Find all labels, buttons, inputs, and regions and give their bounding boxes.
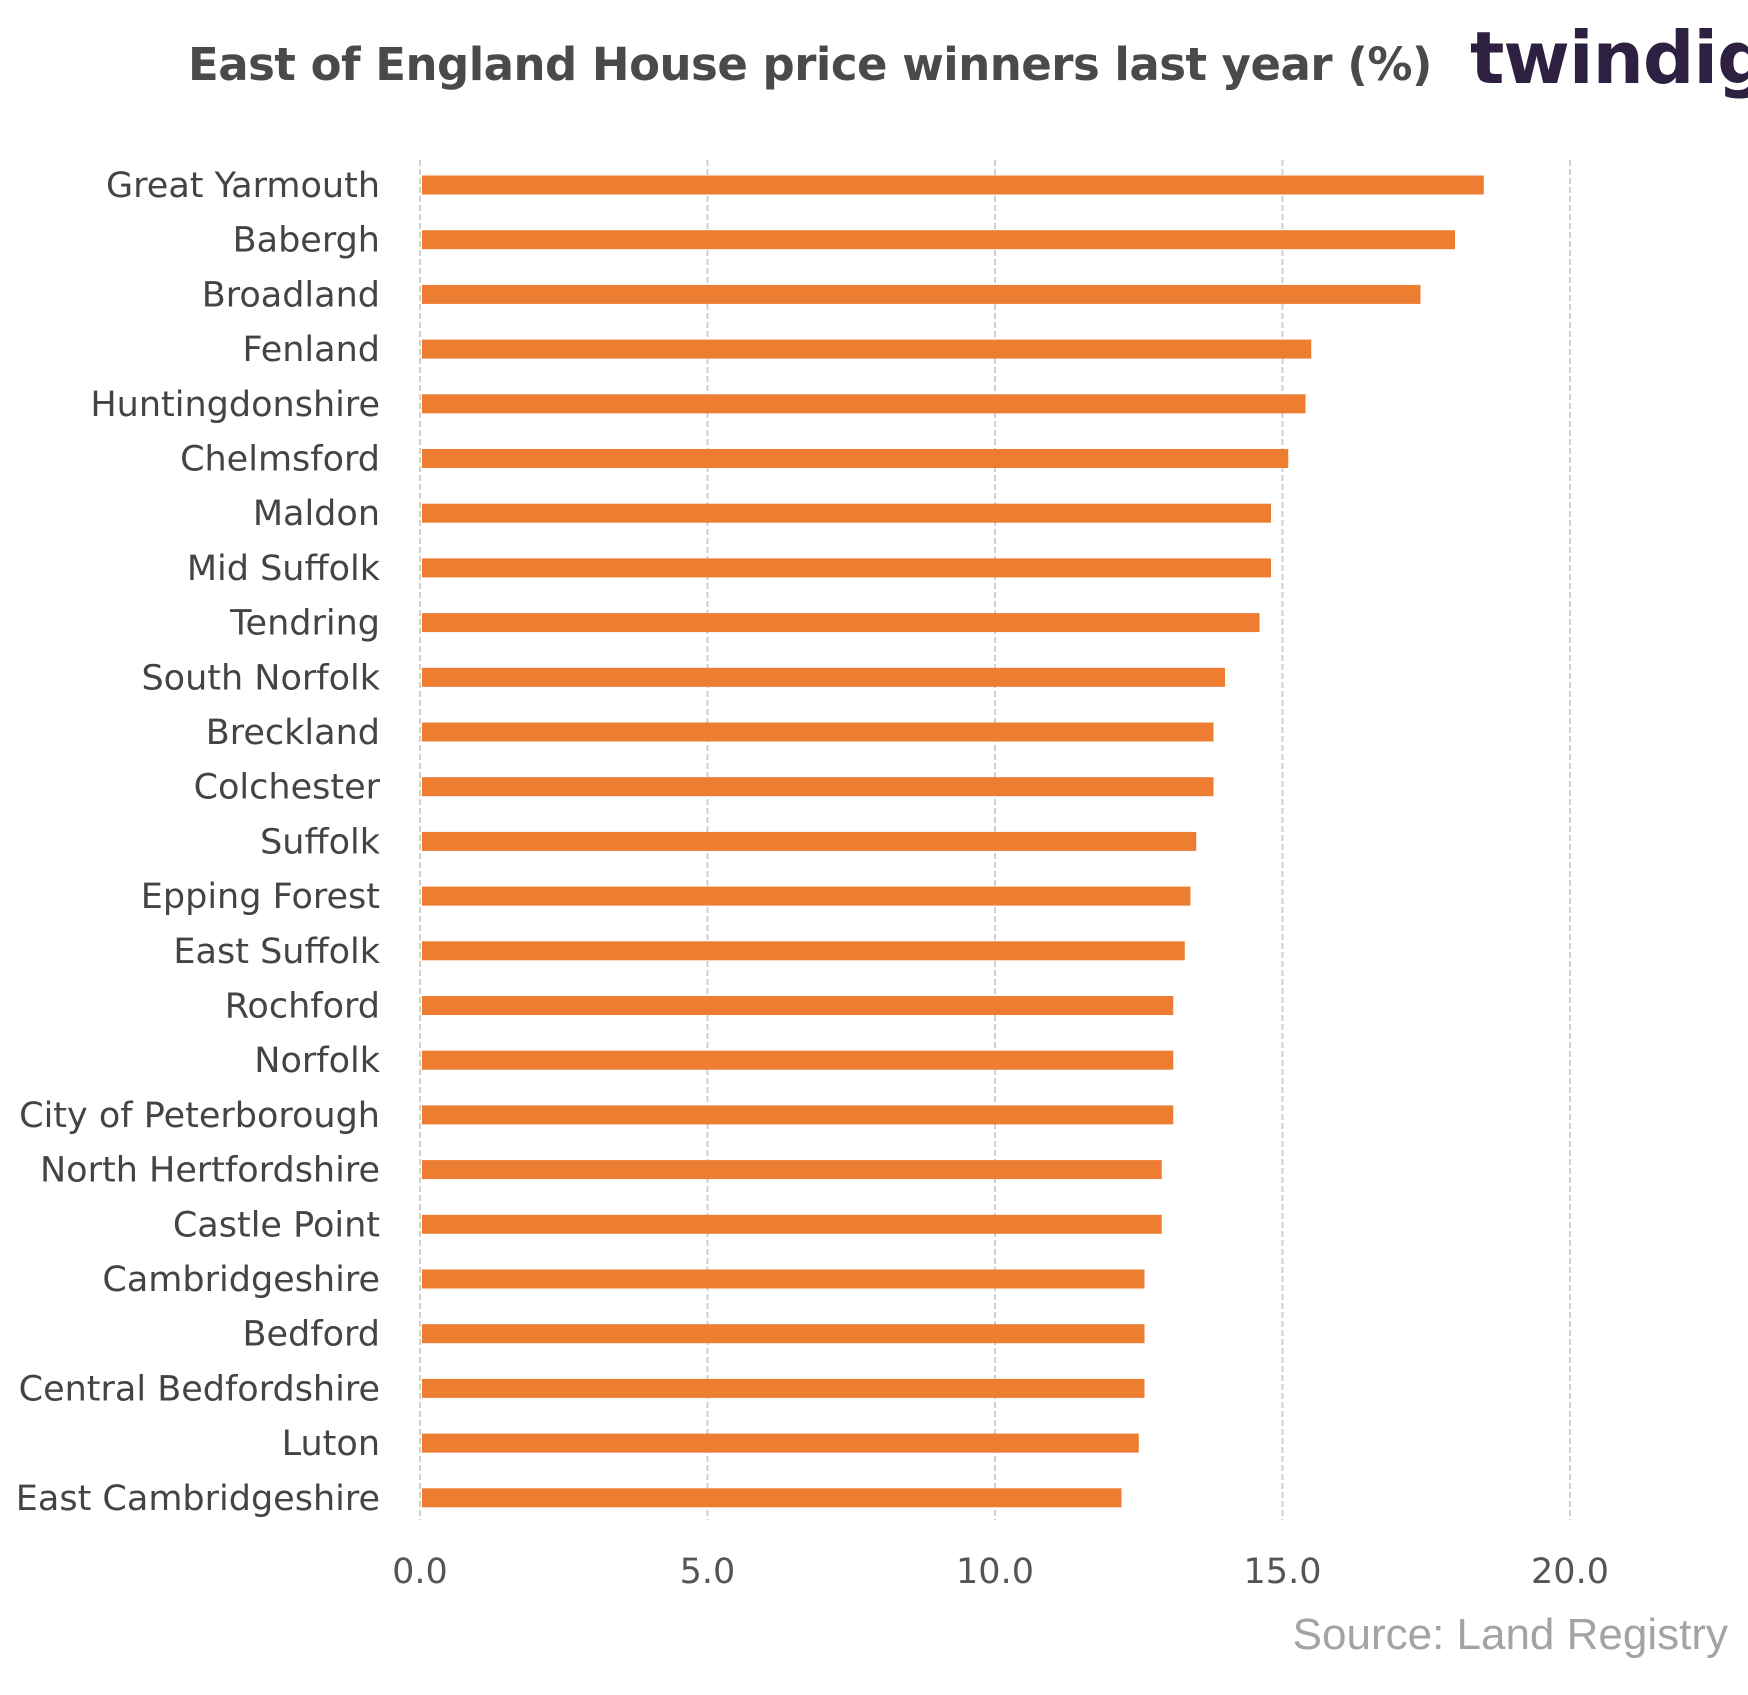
- category-label: South Norfolk: [141, 658, 380, 698]
- category-label: Rochford: [225, 987, 380, 1027]
- bar: [422, 941, 1185, 961]
- bar: [422, 777, 1214, 797]
- category-label: Colchester: [194, 768, 381, 808]
- bar: [422, 503, 1271, 523]
- category-label: Mid Suffolk: [187, 549, 381, 589]
- category-label: East Cambridgeshire: [16, 1479, 380, 1519]
- bar: [422, 1050, 1174, 1070]
- bar: [422, 831, 1197, 851]
- bar: [422, 996, 1174, 1015]
- bar: [422, 339, 1312, 359]
- category-label: Suffolk: [260, 822, 381, 862]
- category-label: Chelmsford: [180, 440, 380, 480]
- bar: [422, 449, 1289, 468]
- bar: [422, 1160, 1162, 1180]
- category-label: North Hertfordshire: [40, 1151, 380, 1191]
- bar: [422, 230, 1455, 250]
- bar: [422, 613, 1260, 633]
- category-label: Maldon: [253, 494, 380, 534]
- category-label: Broadland: [202, 275, 380, 315]
- category-label: Norfolk: [254, 1041, 380, 1081]
- twindig-logo: twindig: [1470, 16, 1748, 100]
- bar: [422, 394, 1306, 414]
- bar-chart: Great Yarmouth Babergh Broadland Fenland Hun…: [16, 160, 1609, 1592]
- bar: [422, 1105, 1174, 1125]
- category-label: Fenland: [242, 330, 380, 370]
- bar: [422, 284, 1421, 304]
- category-label: Bedford: [243, 1315, 381, 1355]
- bar: [422, 1378, 1145, 1398]
- x-tick-label: 10.0: [956, 1552, 1034, 1592]
- category-labels: Great Yarmouth Babergh Broadland Fenland Hun…: [16, 166, 381, 1519]
- x-tick-label: 20.0: [1531, 1552, 1609, 1592]
- bar: [422, 1433, 1139, 1453]
- x-tick-label: 0.0: [392, 1552, 448, 1592]
- category-label: Epping Forest: [141, 877, 380, 917]
- bar: [422, 886, 1191, 906]
- bar: [422, 175, 1484, 195]
- category-label: East Suffolk: [173, 932, 380, 972]
- x-tick-label: 5.0: [680, 1552, 736, 1592]
- category-label: Castle Point: [173, 1205, 380, 1245]
- category-label: Tendring: [229, 604, 380, 644]
- category-label: Cambridgeshire: [102, 1260, 380, 1300]
- x-tick-label: 15.0: [1244, 1552, 1322, 1592]
- bar: [422, 558, 1271, 578]
- bar: [422, 1214, 1162, 1234]
- bars: [422, 175, 1484, 1508]
- category-label: Babergh: [233, 221, 380, 261]
- category-label: Central Bedfordshire: [19, 1369, 380, 1409]
- category-label: Great Yarmouth: [106, 166, 380, 206]
- bar: [422, 722, 1214, 742]
- category-label: Breckland: [206, 713, 380, 753]
- bar: [422, 667, 1225, 687]
- category-label: City of Peterborough: [19, 1096, 380, 1136]
- chart-title: East of England House price winners last…: [188, 38, 1432, 91]
- bar: [422, 1269, 1145, 1289]
- bar: [422, 1324, 1145, 1344]
- x-axis-tick-labels: 0.0 5.0 10.0 15.0 20.0: [392, 1552, 1609, 1592]
- source-note: Source: Land Registry: [1292, 1610, 1728, 1659]
- bar: [422, 1488, 1122, 1508]
- category-label: Luton: [282, 1424, 380, 1464]
- logo-text: twindig: [1470, 16, 1748, 100]
- category-label: Huntingdonshire: [90, 385, 380, 425]
